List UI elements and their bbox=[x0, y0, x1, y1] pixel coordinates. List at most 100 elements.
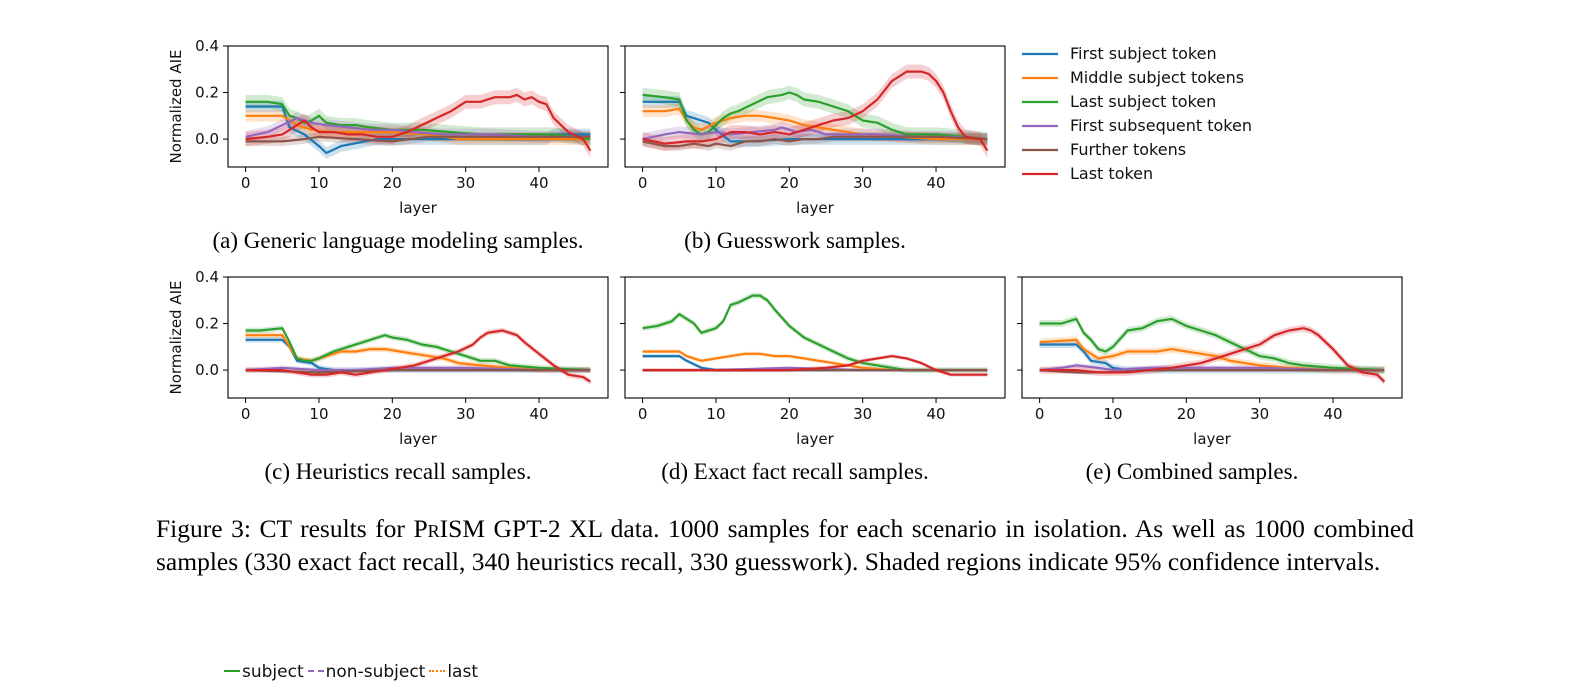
x-tick: 40 bbox=[1323, 398, 1343, 423]
x-tick: 0 bbox=[638, 398, 647, 423]
plot-frame bbox=[624, 45, 1006, 168]
plot-area bbox=[245, 87, 592, 159]
x-axis-label: layer bbox=[1193, 430, 1231, 448]
series-line bbox=[1039, 338, 1385, 372]
x-tick: 10 bbox=[1103, 398, 1123, 423]
x-axis-label: layer bbox=[796, 199, 834, 217]
legend-item: Middle subject tokens bbox=[1022, 68, 1244, 87]
plot-frame bbox=[227, 276, 609, 399]
chart-panel: 0 10 20 30 40 0.0 0.2 0.4 layer Normalized AIE (c)… bbox=[167, 268, 609, 484]
series-line bbox=[1039, 327, 1386, 383]
y-axis-label: Normalized AIE bbox=[167, 50, 185, 164]
confidence-band bbox=[642, 85, 988, 147]
series-line bbox=[642, 70, 989, 152]
legend-item: Further tokens bbox=[1022, 140, 1186, 159]
x-tick-label: 30 bbox=[853, 405, 872, 423]
x-tick: 0 bbox=[1035, 398, 1045, 423]
x-tick: 0 bbox=[241, 398, 251, 423]
plot-frame bbox=[624, 276, 1006, 399]
series-line bbox=[245, 114, 591, 141]
series-line bbox=[245, 329, 591, 383]
x-tick-label: 40 bbox=[529, 174, 548, 192]
y-tick-label: 0.4 bbox=[195, 268, 219, 286]
panel-caption: (c) Heuristics recall samples. bbox=[265, 459, 532, 484]
x-tick: 40 bbox=[926, 398, 946, 423]
bottom-legend-item: subject bbox=[224, 662, 304, 682]
confidence-band bbox=[1039, 315, 1385, 374]
x-tick-label: 20 bbox=[1177, 405, 1196, 423]
y-tick: 0.0 bbox=[195, 361, 228, 379]
bottom-legend-item: last bbox=[429, 662, 478, 682]
legend-label: Further tokens bbox=[1070, 140, 1186, 159]
x-tick-label: 30 bbox=[853, 174, 872, 192]
series-line bbox=[642, 91, 988, 141]
chart-panel: 0 10 20 30 40 layer (b) Guesswork samples. bbox=[620, 45, 1006, 253]
x-tick: 20 bbox=[780, 167, 799, 192]
plot-area bbox=[642, 64, 989, 158]
x-tick: 20 bbox=[1177, 398, 1196, 423]
chart-panel: 0 10 20 30 40 layer (d) Exact fact recall samp… bbox=[620, 276, 1006, 484]
x-tick-label: 40 bbox=[1323, 405, 1342, 423]
y-tick-label: 0.0 bbox=[195, 361, 219, 379]
x-tick-label: 0 bbox=[241, 405, 251, 423]
plot-area bbox=[642, 292, 988, 377]
y-tick-label: 0.4 bbox=[195, 37, 219, 55]
bottom-legend-label: last bbox=[447, 662, 478, 682]
legend-item: Last subject token bbox=[1022, 92, 1216, 111]
chart-panel: 0 10 20 30 40 layer (e) Combined samples. bbox=[1017, 276, 1403, 484]
bottom-legend-label: subject bbox=[242, 662, 304, 682]
x-axis-label: layer bbox=[399, 199, 437, 217]
plot-frame bbox=[227, 45, 609, 168]
x-tick-label: 20 bbox=[780, 174, 799, 192]
x-tick-label: 10 bbox=[706, 405, 725, 423]
series-line bbox=[1039, 369, 1385, 374]
x-tick-label: 30 bbox=[456, 174, 475, 192]
legend-label: Middle subject tokens bbox=[1070, 68, 1244, 87]
x-tick: 0 bbox=[638, 167, 647, 192]
plot-frame bbox=[1021, 276, 1403, 399]
y-tick-label: 0.0 bbox=[195, 130, 219, 148]
panel-caption: (a) Generic language modeling samples. bbox=[212, 228, 583, 253]
plot-area bbox=[245, 325, 591, 385]
panel-caption: (d) Exact fact recall samples. bbox=[661, 459, 929, 484]
x-axis-label: layer bbox=[796, 430, 834, 448]
x-tick-label: 0 bbox=[241, 174, 251, 192]
y-axis-label: Normalized AIE bbox=[167, 281, 185, 395]
series-line bbox=[642, 100, 988, 143]
series-line bbox=[1039, 317, 1385, 372]
x-tick: 20 bbox=[780, 398, 799, 423]
x-tick-label: 20 bbox=[383, 174, 402, 192]
legend-item: First subsequent token bbox=[1022, 116, 1252, 135]
x-tick: 40 bbox=[926, 167, 946, 192]
chart-panels: 0 10 20 30 40 0.0 0.2 0.4 layer Normalized AIE (a)… bbox=[167, 37, 1403, 484]
series-line bbox=[245, 116, 591, 138]
x-tick-label: 20 bbox=[780, 405, 799, 423]
bottom-legend-swatch bbox=[224, 670, 240, 672]
legend-label: Last subject token bbox=[1070, 92, 1216, 111]
confidence-band bbox=[245, 325, 591, 373]
x-tick-label: 40 bbox=[529, 405, 548, 423]
series-line bbox=[642, 135, 988, 148]
figure-caption-suffix: GPT-2 XL data. 1000 samples for each sce… bbox=[156, 514, 1414, 576]
y-tick: 0.2 bbox=[195, 84, 228, 102]
bottom-legend-swatch bbox=[307, 670, 324, 672]
x-tick: 30 bbox=[853, 398, 872, 423]
series-line bbox=[245, 93, 592, 152]
x-tick-label: 40 bbox=[926, 405, 945, 423]
y-tick: 0.4 bbox=[195, 37, 228, 55]
legend-label: First subject token bbox=[1070, 44, 1217, 63]
x-tick-label: 30 bbox=[1250, 405, 1269, 423]
bottom-legend-swatch bbox=[429, 670, 446, 672]
series-line bbox=[1039, 364, 1385, 372]
x-tick-label: 0 bbox=[1035, 405, 1045, 423]
bottom-legend: subject non-subject last bbox=[224, 662, 482, 682]
x-tick: 30 bbox=[853, 167, 872, 192]
series-line bbox=[245, 135, 591, 143]
legend-label: Last token bbox=[1070, 164, 1153, 183]
x-tick: 10 bbox=[309, 167, 329, 192]
x-tick: 40 bbox=[529, 398, 549, 423]
x-tick: 20 bbox=[383, 167, 402, 192]
x-tick-label: 30 bbox=[456, 405, 475, 423]
x-tick: 30 bbox=[1250, 398, 1269, 423]
x-tick: 0 bbox=[241, 167, 251, 192]
